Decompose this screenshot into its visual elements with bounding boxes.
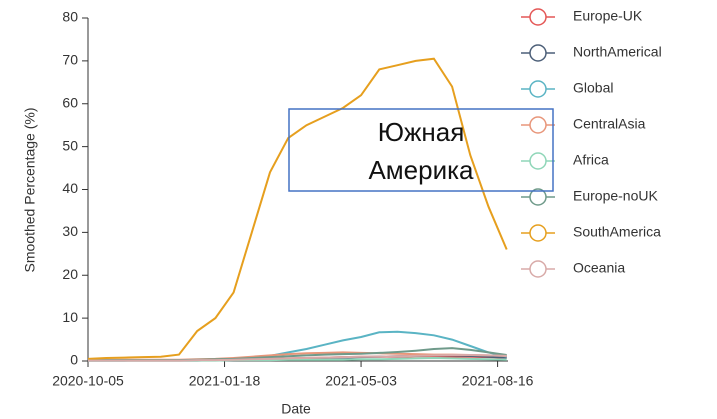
annotation-box bbox=[288, 108, 554, 192]
legend-marker bbox=[529, 80, 547, 98]
x-tick-label: 2021-01-18 bbox=[189, 373, 261, 389]
series-line bbox=[87, 57, 508, 360]
legend-marker bbox=[529, 116, 547, 134]
legend-marker bbox=[529, 8, 547, 26]
annotation-text: Южная bbox=[378, 117, 465, 147]
legend-marker bbox=[529, 152, 547, 170]
legend-marker bbox=[529, 224, 547, 242]
y-tick-label: 60 bbox=[62, 94, 78, 110]
y-tick-label: 10 bbox=[62, 309, 78, 325]
series-line bbox=[88, 354, 507, 362]
y-tick-label: 50 bbox=[62, 137, 78, 153]
x-axis-label: Date bbox=[281, 401, 311, 417]
y-tick-label: 70 bbox=[62, 52, 78, 68]
x-tick-label: 2020-10-05 bbox=[52, 373, 124, 389]
legend-marker bbox=[529, 44, 547, 62]
legend-label: Global bbox=[573, 80, 613, 96]
legend-label: Africa bbox=[573, 152, 609, 168]
x-tick-label: 2021-08-16 bbox=[462, 373, 534, 389]
legend-label: SouthAmerica bbox=[573, 224, 661, 240]
legend-label: Oceania bbox=[573, 260, 625, 276]
y-tick-label: 40 bbox=[62, 180, 78, 196]
x-tick-label: 2021-05-03 bbox=[325, 373, 397, 389]
y-tick-label: 20 bbox=[62, 266, 78, 282]
y-tick-label: 80 bbox=[62, 9, 78, 25]
y-axis-label: Smoothed Percentage (%) bbox=[22, 108, 38, 273]
legend-label: NorthAmerical bbox=[573, 44, 662, 60]
legend-label: CentralAsia bbox=[573, 116, 646, 132]
legend-marker bbox=[529, 260, 547, 278]
y-tick-label: 30 bbox=[62, 223, 78, 239]
legend-label: Europe-noUK bbox=[573, 188, 658, 204]
legend-marker bbox=[529, 188, 547, 206]
y-tick-label: 0 bbox=[70, 352, 78, 368]
annotation-text: Америка bbox=[368, 155, 474, 185]
legend-label: Europe-UK bbox=[573, 8, 643, 24]
